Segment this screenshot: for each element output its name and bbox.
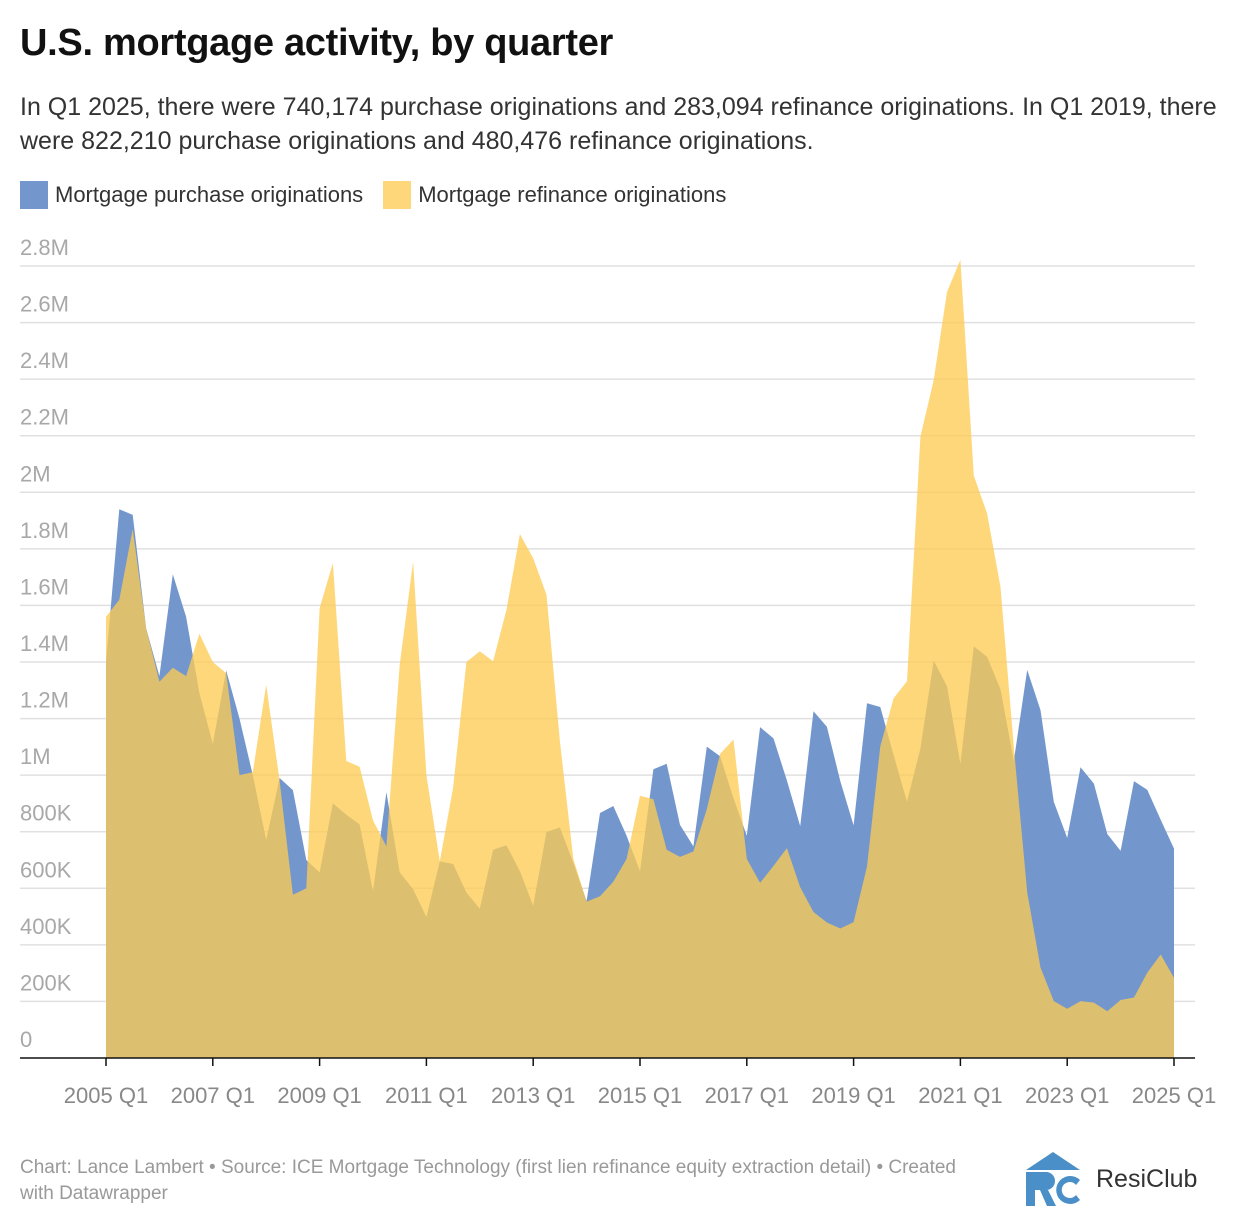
y-tick-label: 1.6M: [20, 574, 69, 599]
y-tick-label: 2.2M: [20, 405, 69, 430]
y-tick-label: 2.6M: [20, 292, 69, 317]
logo-text: ResiClub: [1096, 1164, 1198, 1193]
y-tick-label: 400K: [20, 914, 72, 939]
y-tick-label: 1.8M: [20, 518, 69, 543]
legend-label-refinance: Mortgage refinance originations: [418, 182, 727, 207]
y-tick-label: 800K: [20, 801, 72, 826]
y-tick-label: 1M: [20, 744, 51, 769]
x-tick-label: 2013 Q1: [491, 1083, 575, 1108]
x-tick-label: 2025 Q1: [1132, 1083, 1216, 1108]
x-tick-label: 2019 Q1: [811, 1083, 895, 1108]
legend: Mortgage purchase originations Mortgage …: [20, 181, 746, 209]
y-tick-label: 1.4M: [20, 631, 69, 656]
series-areas: [106, 259, 1174, 1058]
y-tick-label: 2M: [20, 461, 51, 486]
y-tick-label: 200K: [20, 970, 72, 995]
area-refinance: [106, 259, 1174, 1058]
x-tick-label: 2015 Q1: [598, 1083, 682, 1108]
chart-subtitle: In Q1 2025, there were 740,174 purchase …: [20, 93, 1217, 155]
y-tick-label: 2.4M: [20, 348, 69, 373]
x-tick-label: 2005 Q1: [64, 1083, 148, 1108]
resiclub-logo-icon: [1026, 1152, 1080, 1206]
y-axis-labels: 0 200K 400K 600K 800K 1M 1.2M 1.4M 1.6M 1.8M 2M 2.2…: [20, 235, 72, 1052]
x-tick-label: 2009 Q1: [277, 1083, 361, 1108]
x-tick-label: 2023 Q1: [1025, 1083, 1109, 1108]
legend-item-purchase: Mortgage purchase originations: [20, 181, 363, 209]
y-tick-label: 600K: [20, 857, 72, 882]
legend-swatch-refinance: [383, 181, 412, 209]
x-tick-label: 2017 Q1: [705, 1083, 789, 1108]
x-tick-label: 2007 Q1: [171, 1083, 255, 1108]
x-tick-label: 2021 Q1: [918, 1083, 1002, 1108]
x-tick-label: 2011 Q1: [385, 1083, 468, 1108]
legend-swatch-purchase: [20, 181, 48, 209]
chart-source-footer: Chart: Lance Lambert • Source: ICE Mortg…: [20, 1157, 956, 1204]
legend-item-refinance: Mortgage refinance originations: [383, 181, 726, 209]
x-axis: 2005 Q1 2007 Q1 2009 Q1 2011 Q1 2013 Q1 2015 …: [20, 1057, 1216, 1108]
legend-label-purchase: Mortgage purchase originations: [55, 182, 364, 207]
y-tick-label: 1.2M: [20, 688, 69, 713]
resiclub-logo: ResiClub: [1024, 1150, 1197, 1208]
y-tick-label: 2.8M: [20, 235, 69, 260]
chart-title: U.S. mortgage activity, by quarter: [20, 22, 614, 64]
y-tick-label: 0: [20, 1027, 32, 1052]
